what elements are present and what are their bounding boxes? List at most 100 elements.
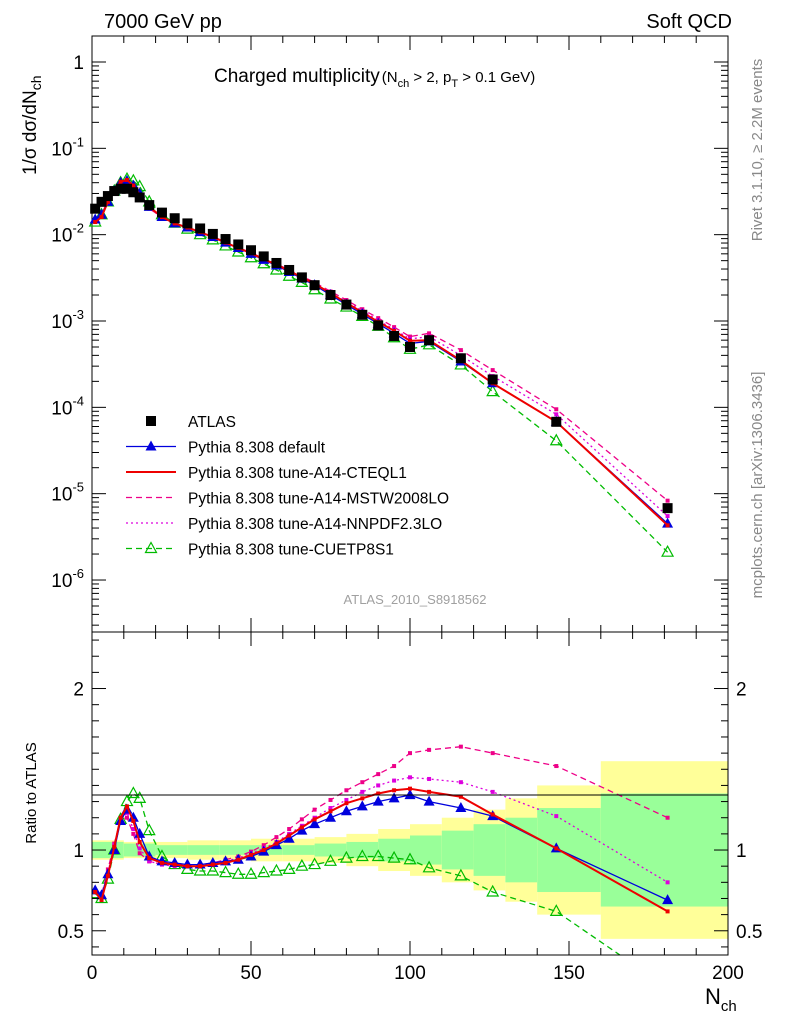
ratio-series-point [458, 794, 463, 799]
main-series-point [458, 348, 463, 353]
ratio-series-point [143, 850, 155, 861]
main-series-point [220, 234, 231, 245]
ratio-series-point [403, 852, 417, 865]
ratio-y-tick-label-right: 0.5 [736, 922, 762, 943]
ratio-series-point [287, 833, 292, 838]
main-series-point [195, 223, 206, 234]
ratio-series-point [392, 788, 397, 793]
main-series-point [128, 187, 139, 198]
main-series-point [109, 186, 120, 197]
main-series-point [389, 331, 400, 342]
main-series-point [99, 215, 104, 220]
main-series-point [131, 183, 136, 188]
main-plot-title: Charged multiplicity (Nch > 2, pT > 0.1 G… [214, 66, 535, 90]
ratio-y-tick-label: 0.5 [58, 922, 84, 943]
main-y-tick-label: 10-3 [51, 307, 84, 333]
main-series-point [427, 331, 432, 336]
rivet-version-label: Rivet 3.1.10, ≥ 2.2M events [749, 59, 766, 242]
main-series-point [554, 407, 559, 412]
ratio-series-point [236, 857, 241, 862]
ratio-plot-series [92, 744, 674, 955]
ratio-x-tick-label: 150 [553, 963, 585, 984]
main-series-point [90, 203, 101, 214]
main-plot-title-text: Charged multiplicity [214, 66, 380, 87]
ratio-series-point [554, 764, 559, 769]
main-series-point [665, 514, 670, 519]
legend-label: Pythia 8.308 tune-A14-MSTW2008LO [188, 491, 449, 508]
ratio-series-point [408, 775, 412, 780]
ratio-series-point [137, 839, 142, 844]
main-plot-ylabel: 1/σ dσ/dNch [20, 75, 44, 175]
ratio-series-point [344, 788, 349, 793]
ratio-series-point [296, 824, 308, 835]
legend-label: ATLAS [188, 414, 236, 431]
main-series-point [408, 338, 412, 343]
ratio-band-inner [505, 817, 538, 883]
ratio-series-point [490, 789, 495, 794]
main-plot-watermark: ATLAS_2010_S8918562 [344, 592, 487, 607]
ratio-series-point [376, 791, 381, 796]
ratio-series-point [392, 778, 397, 783]
ratio-series-point [198, 864, 203, 869]
ratio-series-point [244, 867, 258, 879]
main-series-point [172, 221, 177, 226]
ratio-series-point [223, 860, 228, 865]
main-series-point [96, 208, 108, 219]
main-series-point [118, 179, 123, 184]
ratio-band-inner [282, 845, 315, 855]
main-y-tick-label: 10-4 [51, 393, 84, 419]
main-series-point [408, 334, 412, 339]
ratio-series-point [422, 860, 436, 873]
ratio-series-point [458, 744, 463, 749]
ratio-series-point [408, 786, 412, 791]
ratio-series-point [172, 862, 177, 867]
legend-label: Pythia 8.308 tune-A14-CTEQL1 [188, 465, 407, 482]
main-plot-series [88, 171, 675, 557]
main-series-point [341, 299, 352, 310]
ratio-series-point [309, 818, 321, 829]
ratio-x-tick-label: 50 [240, 963, 261, 984]
main-series-point [373, 320, 384, 331]
main-series-point [271, 257, 282, 268]
ratio-series-point [665, 909, 670, 914]
main-series-point [455, 353, 466, 364]
ratio-series-point [312, 807, 317, 812]
ratio-series-point [219, 865, 233, 878]
main-series-point [284, 264, 295, 275]
ratio-series-point [344, 801, 349, 806]
ratio-y-tick-label: 2 [73, 680, 84, 701]
ratio-series-point [376, 772, 381, 777]
main-series-point [551, 416, 562, 427]
ratio-series-point [387, 850, 401, 863]
ratio-series-point [549, 904, 563, 916]
ratio-band-inner [600, 793, 728, 907]
ratio-series-point [360, 789, 365, 794]
ratio-series-point [112, 844, 117, 849]
ratio-y-tick-label-right: 2 [736, 680, 747, 701]
ratio-series-point [99, 898, 104, 903]
ratio-plot-ylabel: Ratio to ATLAS [23, 742, 40, 843]
ratio-series-point [339, 850, 353, 863]
ratio-series-point [147, 859, 152, 864]
ratio-series-point [360, 796, 365, 801]
main-series-point [405, 341, 415, 352]
main-series-3 [93, 179, 670, 503]
main-series-point [662, 517, 674, 528]
main-series-point [662, 503, 673, 514]
header-category-label: Soft QCD [646, 11, 732, 33]
legend: ATLAS Pythia 8.308 default Pythia 8.308 tu… [126, 414, 449, 559]
ratio-series-point [126, 786, 140, 799]
ratio-series-point [142, 823, 156, 836]
ratio-series-point [404, 789, 416, 800]
ratio-series-point [454, 868, 468, 881]
ratio-series-point [360, 780, 365, 785]
ratio-series-point [490, 751, 495, 756]
main-series-point [392, 325, 397, 330]
ratio-series-point [486, 884, 500, 897]
ratio-band-inner [314, 843, 347, 857]
ratio-series-point [269, 863, 283, 876]
ratio-series-point [261, 843, 266, 848]
legend-label: Pythia 8.308 default [188, 440, 326, 457]
ratio-series-point [249, 852, 253, 857]
